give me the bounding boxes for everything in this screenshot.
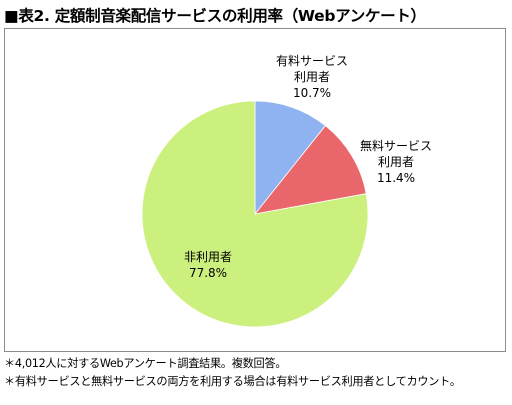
chart-area: 有料サービス 利用者 10.7% 無料サービス 利用者 11.4% 非利用者 77.8% bbox=[4, 28, 506, 352]
footnote-counting: ＊有料サービスと無料サービスの両方を利用する場合は有料サービス利用者としてカウン… bbox=[4, 375, 461, 388]
pie-slice-1 bbox=[254, 125, 367, 215]
slice-name-label-0: 利用者 bbox=[294, 70, 330, 84]
slice-name-label-0: 有料サービス bbox=[276, 54, 348, 68]
pie-slice-2 bbox=[141, 100, 369, 328]
slice-value-label-0: 10.7% bbox=[293, 86, 331, 100]
slice-value-label-1: 11.4% bbox=[377, 171, 415, 185]
slice-name-label-2: 非利用者 bbox=[184, 250, 232, 264]
footnotes: ＊4,012人に対するWebアンケート調査結果。複数回答。 ＊有料サービスと無料… bbox=[4, 355, 512, 391]
chart-title: ■表2. 定額制音楽配信サービスの利用率（Webアンケート） bbox=[4, 7, 426, 25]
slice-name-label-1: 利用者 bbox=[378, 155, 414, 169]
footnote-survey: ＊4,012人に対するWebアンケート調査結果。複数回答。 bbox=[4, 357, 287, 370]
pie-slice-0 bbox=[254, 100, 326, 216]
slice-name-label-1: 無料サービス bbox=[360, 138, 432, 153]
pie-slices bbox=[141, 100, 369, 328]
slice-value-label-2: 77.8% bbox=[189, 266, 227, 280]
